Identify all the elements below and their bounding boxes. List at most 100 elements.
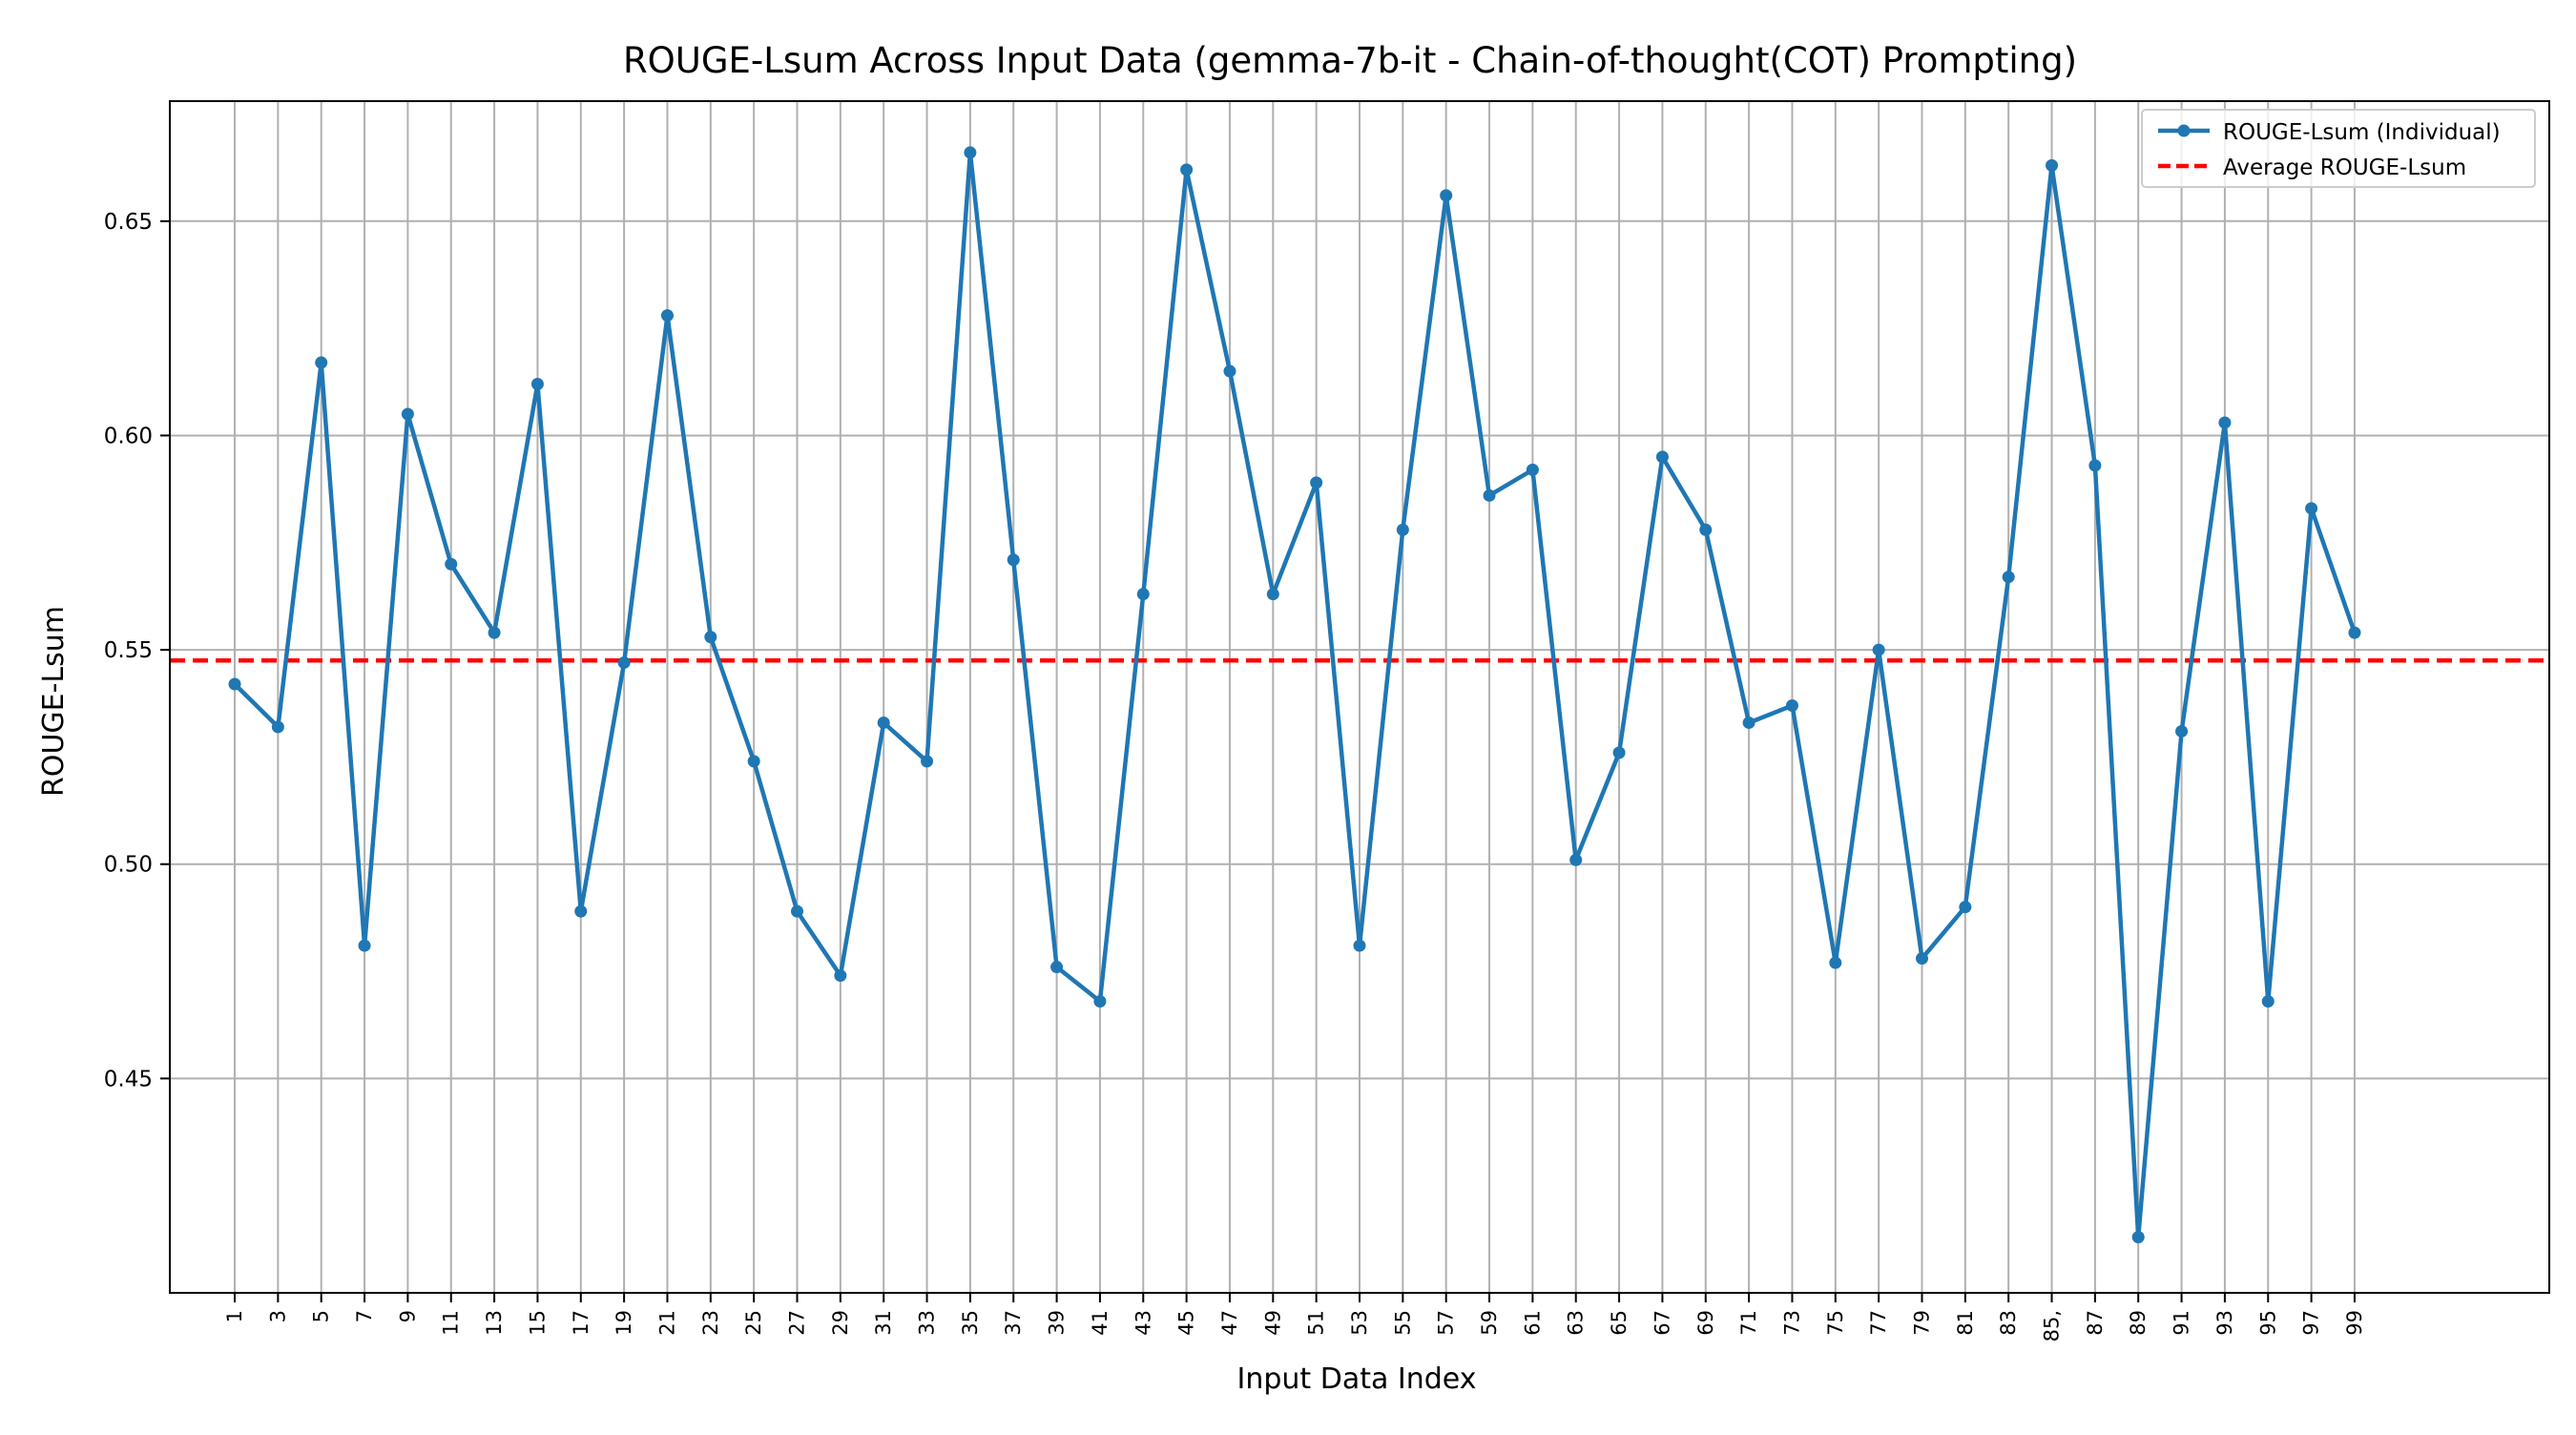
legend-box xyxy=(2141,109,2536,188)
series-layer xyxy=(228,146,2361,1244)
data-point xyxy=(1266,588,1279,601)
y-axis-label: ROUGE-Lsum xyxy=(37,606,71,797)
x-tick-label: 67 xyxy=(1651,1310,1673,1336)
data-point xyxy=(1223,364,1236,378)
x-tick-label: 93 xyxy=(2213,1310,2236,1336)
x-tick-label: 13 xyxy=(483,1310,506,1336)
x-tick-label: 69 xyxy=(1694,1310,1717,1336)
y-tick-label: 0.50 xyxy=(104,853,153,878)
data-point xyxy=(1915,952,1928,966)
legend: ROUGE-Lsum (Individual) Average ROUGE-Ls… xyxy=(2141,109,2536,188)
data-point xyxy=(2348,626,2361,639)
x-tick-label: 15 xyxy=(526,1310,549,1336)
x-tick-label: 29 xyxy=(829,1310,852,1336)
data-point xyxy=(1742,716,1755,729)
data-point xyxy=(2088,459,2102,472)
x-tick-label: 5 xyxy=(310,1310,333,1322)
data-point xyxy=(2175,724,2189,738)
x-tick-label: 49 xyxy=(1261,1310,1284,1336)
x-tick-label: 19 xyxy=(613,1310,635,1336)
data-point xyxy=(1655,450,1669,464)
legend-label-individual: ROUGE-Lsum (Individual) xyxy=(2223,120,2501,145)
data-point xyxy=(445,557,458,571)
x-tick-label: 85, xyxy=(2041,1310,2064,1341)
x-tick-label: 25 xyxy=(742,1310,765,1336)
data-point xyxy=(271,720,284,734)
x-tick-label: 73 xyxy=(1780,1310,1803,1336)
x-tick-label: 39 xyxy=(1046,1310,1069,1336)
data-point xyxy=(401,407,414,421)
x-tick-label: 63 xyxy=(1565,1310,1588,1336)
data-point xyxy=(1959,901,1972,914)
y-tick-label: 0.60 xyxy=(104,424,153,448)
x-tick-label: 33 xyxy=(916,1310,939,1336)
x-tick-label: 79 xyxy=(1910,1310,1933,1336)
x-axis-label: Input Data Index xyxy=(1237,1362,1477,1396)
data-point xyxy=(791,905,804,918)
data-point xyxy=(1699,523,1713,536)
data-point xyxy=(704,631,717,644)
data-point xyxy=(2261,994,2275,1008)
x-tick-label: 71 xyxy=(1737,1310,1760,1336)
x-tick-label: 9 xyxy=(396,1310,419,1322)
data-point xyxy=(1526,463,1539,476)
x-tick-label: 99 xyxy=(2343,1310,2366,1336)
data-point xyxy=(315,356,328,369)
data-point xyxy=(1785,698,1798,712)
data-point xyxy=(1136,588,1150,601)
x-tick-label: 45 xyxy=(1175,1310,1198,1336)
data-point xyxy=(1440,189,1453,202)
chart-title: ROUGE-Lsum Across Input Data (gemma-7b-i… xyxy=(623,40,2077,81)
x-tick-label: 61 xyxy=(1521,1310,1544,1336)
x-tick-label: 1 xyxy=(223,1310,246,1322)
x-tick-label: 83 xyxy=(1997,1310,2020,1336)
data-point xyxy=(358,939,371,952)
data-point xyxy=(1180,163,1194,177)
data-point xyxy=(2131,1231,2145,1244)
data-point xyxy=(2046,158,2059,172)
data-point xyxy=(617,656,631,670)
x-tick-label: 75 xyxy=(1824,1310,1847,1336)
data-point xyxy=(1007,553,1020,567)
data-point xyxy=(1872,643,1885,656)
data-point xyxy=(2305,502,2318,515)
x-tick-label: 3 xyxy=(266,1310,289,1322)
grid xyxy=(170,101,2549,1293)
x-tick-label: 55 xyxy=(1391,1310,1414,1336)
x-tick-label: 65 xyxy=(1608,1310,1631,1336)
x-tick-label: 31 xyxy=(872,1310,895,1336)
x-tick-label: 89 xyxy=(2127,1310,2150,1336)
y-axis-ticks: 0.45 0.50 0.55 0.60 0.65 xyxy=(104,210,170,1092)
x-tick-label: 53 xyxy=(1348,1310,1371,1336)
data-point xyxy=(1396,523,1409,536)
x-tick-label: 35 xyxy=(959,1310,982,1336)
data-point xyxy=(1483,489,1496,502)
y-tick-label: 0.55 xyxy=(104,638,153,663)
x-tick-label: 41 xyxy=(1089,1310,1111,1336)
data-point xyxy=(1353,939,1366,952)
x-tick-label: 43 xyxy=(1132,1310,1154,1336)
data-point xyxy=(964,146,977,159)
x-tick-label: 87 xyxy=(2084,1310,2107,1336)
data-point xyxy=(1050,961,1064,974)
x-tick-label: 97 xyxy=(2300,1310,2323,1336)
x-tick-label: 7 xyxy=(353,1310,376,1322)
series-line xyxy=(233,150,2358,1239)
x-tick-label: 47 xyxy=(1218,1310,1241,1336)
legend-marker-individual xyxy=(2177,124,2191,137)
x-tick-label: 23 xyxy=(699,1310,722,1336)
x-tick-label: 57 xyxy=(1435,1310,1458,1336)
x-tick-label: 91 xyxy=(2171,1310,2193,1336)
x-tick-label: 27 xyxy=(786,1310,809,1336)
x-tick-label: 59 xyxy=(1478,1310,1501,1336)
data-point xyxy=(2002,571,2015,584)
x-tick-label: 95 xyxy=(2256,1310,2279,1336)
data-point xyxy=(747,755,760,768)
x-tick-label: 77 xyxy=(1867,1310,1890,1336)
y-tick-label: 0.65 xyxy=(104,210,153,235)
data-point xyxy=(1093,994,1107,1008)
data-point xyxy=(834,969,847,983)
y-tick-label: 0.45 xyxy=(104,1067,153,1092)
x-tick-label: 11 xyxy=(440,1310,463,1336)
